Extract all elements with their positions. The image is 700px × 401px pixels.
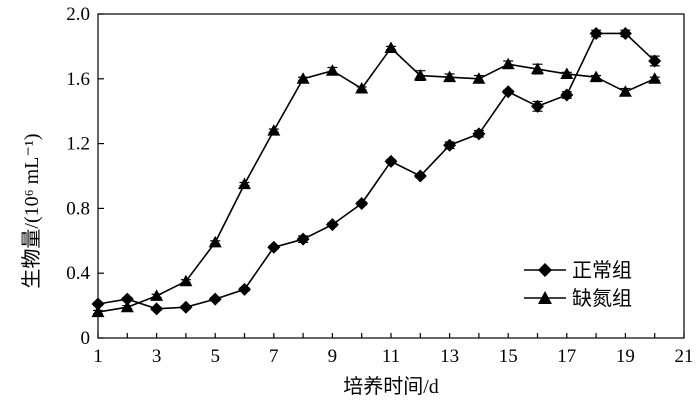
legend: 正常组 缺氮组 — [524, 259, 632, 310]
data-point — [619, 85, 632, 97]
x-axis-title: 培养时间/d — [343, 375, 439, 398]
data-point — [209, 236, 222, 248]
data-point — [238, 283, 251, 296]
legend-item-normal: 正常组 — [524, 259, 632, 282]
legend-item-nitrogen-deficient: 缺氮组 — [524, 287, 632, 310]
x-tick-label: 11 — [382, 346, 400, 367]
data-point — [267, 241, 280, 254]
data-point — [150, 302, 163, 315]
data-point — [385, 155, 398, 168]
data-point — [297, 233, 310, 246]
x-tick-label: 15 — [499, 346, 518, 367]
data-point — [326, 64, 339, 76]
x-tick-label: 17 — [557, 346, 576, 367]
y-tick-label: 0.8 — [66, 198, 90, 219]
data-point — [590, 27, 603, 40]
legend-label-normal: 正常组 — [572, 259, 632, 282]
y-tick-label: 1.6 — [66, 69, 90, 90]
x-tick-label: 7 — [269, 346, 279, 367]
legend-label-nitrogen-deficient: 缺氮组 — [572, 287, 632, 310]
data-point — [355, 82, 368, 94]
x-tick-label: 19 — [616, 346, 635, 367]
data-point — [238, 178, 251, 190]
x-tick-label: 13 — [440, 346, 459, 367]
x-tick-label: 1 — [93, 346, 103, 367]
data-point — [502, 85, 515, 98]
data-point — [355, 197, 368, 210]
data-point — [267, 124, 280, 136]
y-tick-label: 1.2 — [66, 134, 90, 155]
data-point — [121, 301, 134, 313]
data-point — [179, 301, 192, 314]
data-point — [502, 58, 515, 70]
y-tick-label: 2.0 — [66, 4, 90, 25]
x-tick-label: 5 — [210, 346, 220, 367]
data-point — [385, 42, 398, 54]
legend-diamond-marker — [538, 263, 552, 277]
data-point — [560, 89, 573, 102]
data-point — [648, 72, 661, 84]
y-axis-title: 生物量/(10⁶ mL⁻¹) — [20, 133, 43, 288]
x-tick-label: 21 — [675, 346, 694, 367]
x-tick-label: 9 — [328, 346, 338, 367]
x-tick-label: 3 — [152, 346, 162, 367]
y-tick-label: 0.4 — [66, 263, 90, 284]
data-point — [326, 218, 339, 231]
data-point — [150, 289, 163, 301]
data-point — [209, 293, 222, 306]
data-point — [472, 127, 485, 140]
y-tick-label: 0 — [81, 328, 91, 349]
